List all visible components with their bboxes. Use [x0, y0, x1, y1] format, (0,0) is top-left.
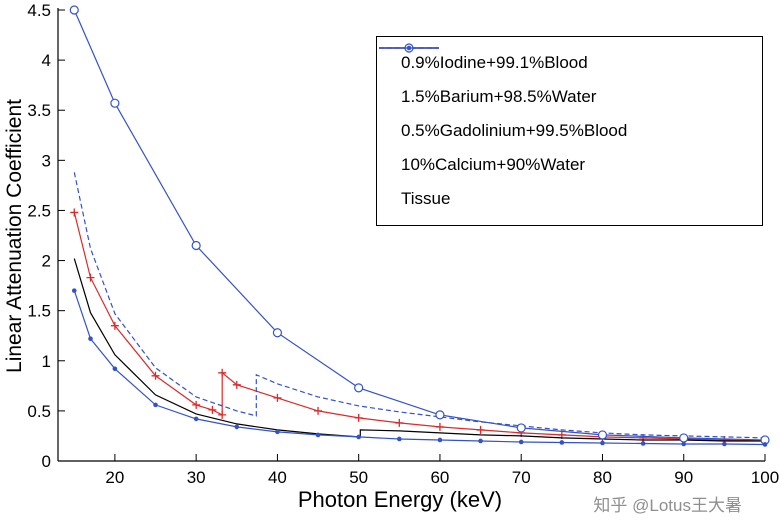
- y-tick-label: 0: [42, 452, 51, 471]
- plus-marker: [192, 400, 201, 409]
- series-line-3: [73, 9, 766, 441]
- plus-marker: [218, 368, 227, 377]
- dot-marker: [406, 45, 412, 51]
- series-line-4: [73, 290, 766, 446]
- open-circle-marker: [597, 430, 608, 440]
- dot-marker: [315, 432, 321, 438]
- open-circle-marker: [272, 328, 283, 338]
- legend-item-calcium-water: 10%Calcium+90%Water: [379, 43, 762, 182]
- open-circle-marker: [516, 423, 526, 433]
- series-line-2: [73, 258, 765, 442]
- series-line-0: [73, 212, 766, 442]
- x-tick-label: 90: [674, 468, 693, 487]
- dot-marker: [112, 366, 118, 372]
- legend-item-gadolinium-blood: 0.5%Gadolinium+99.5%Blood: [379, 47, 762, 148]
- x-tick-label: 40: [268, 468, 287, 487]
- y-tick-label: 2.5: [27, 201, 51, 220]
- plus-marker: [314, 406, 323, 415]
- dot-marker: [88, 336, 93, 342]
- plus-marker: [151, 371, 160, 380]
- plus-marker: [86, 273, 95, 282]
- x-tick-label: 100: [751, 468, 779, 487]
- series-line-1: [73, 172, 766, 439]
- plus-marker: [273, 393, 282, 402]
- dot-marker: [193, 416, 199, 422]
- plus-marker: [435, 422, 444, 431]
- watermark-text: 知乎 @Lotus王大暑: [593, 496, 742, 515]
- x-tick-label: 30: [187, 468, 206, 487]
- x-tick-label: 20: [105, 468, 124, 487]
- open-circle-marker: [354, 383, 364, 393]
- dot-marker: [478, 438, 483, 444]
- plus-marker: [218, 410, 227, 419]
- dot-marker: [559, 440, 565, 445]
- legend-label-gadolinium-blood: 0.5%Gadolinium+99.5%Blood: [401, 121, 628, 140]
- plus-marker: [395, 418, 404, 427]
- dot-marker: [762, 442, 768, 447]
- dot-marker: [397, 436, 402, 442]
- plus-marker: [232, 380, 241, 389]
- y-tick-label: 1.5: [27, 302, 51, 321]
- dot-marker: [437, 437, 443, 443]
- dot-marker: [153, 402, 158, 408]
- dot-marker: [600, 440, 605, 446]
- dot-marker: [681, 441, 687, 447]
- y-axis-title: Linear Attenuation Coefficient: [3, 99, 26, 373]
- plus-marker: [476, 425, 485, 434]
- legend-item-barium-water: 1.5%Barium+98.5%Water: [379, 47, 762, 114]
- open-circle-marker: [191, 240, 201, 251]
- legend-label-iodine-blood: 0.9%Iodine+99.1%Blood: [401, 53, 588, 72]
- x-tick-label: 70: [512, 468, 531, 487]
- legend-label-barium-water: 1.5%Barium+98.5%Water: [401, 87, 597, 106]
- chart-legend: 0.9%Iodine+99.1%Blood 1.5%Barium+98.5%Wa…: [376, 36, 763, 226]
- open-circle-marker: [110, 98, 120, 108]
- dot-marker: [71, 288, 77, 293]
- dot-marker: [356, 434, 361, 440]
- open-circle-marker: [435, 410, 445, 420]
- dot-marker: [234, 424, 240, 430]
- x-tick-label: 50: [349, 468, 368, 487]
- legend-line-sample-tissue: [379, 45, 439, 51]
- legend-label-tissue: Tissue: [401, 189, 451, 208]
- open-circle-marker: [679, 433, 689, 443]
- x-tick-label: 80: [593, 468, 612, 487]
- legend-item-tissue: Tissue: [379, 45, 762, 216]
- y-tick-label: 0.5: [27, 402, 51, 421]
- plus-marker: [110, 321, 119, 330]
- dot-marker: [722, 441, 727, 447]
- dot-marker: [518, 439, 524, 445]
- legend-label-calcium-water: 10%Calcium+90%Water: [401, 155, 586, 174]
- legend-item-iodine-blood: 0.9%Iodine+99.1%Blood: [379, 44, 762, 80]
- y-tick-label: 4.5: [27, 1, 51, 20]
- y-tick-label: 2: [42, 252, 51, 271]
- dot-marker: [640, 441, 646, 446]
- open-circle-marker: [69, 5, 79, 15]
- plus-marker: [70, 208, 79, 217]
- y-tick-label: 4: [42, 51, 51, 70]
- plus-marker: [208, 405, 217, 414]
- x-tick-label: 60: [430, 468, 449, 487]
- y-tick-label: 1: [42, 352, 51, 371]
- dot-marker: [275, 429, 280, 435]
- plus-marker: [354, 413, 363, 422]
- y-tick-label: 3.5: [27, 101, 51, 120]
- y-tick-label: 3: [42, 151, 51, 170]
- x-axis-title: Photon Energy (keV): [298, 487, 502, 512]
